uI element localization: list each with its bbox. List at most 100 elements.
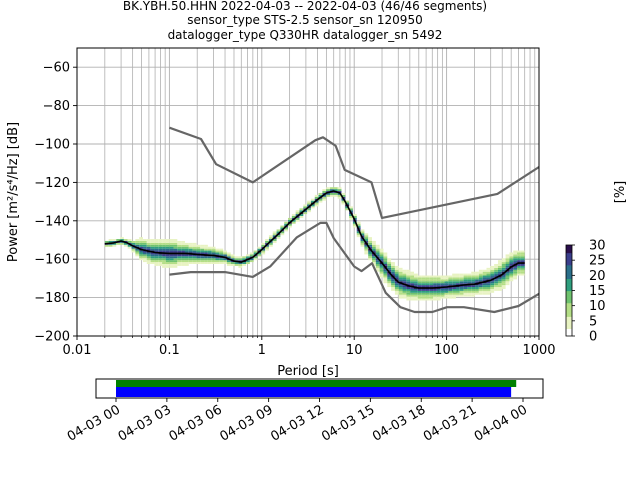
histogram-cell [135,250,140,253]
histogram-cell [139,239,143,241]
histogram-cell [177,242,182,245]
histogram-cell [177,240,182,243]
histogram-cell [383,281,388,284]
histogram-cell [398,273,403,276]
histogram-cell [387,267,392,270]
histogram-cell [253,256,258,259]
histogram-cell [410,298,414,301]
histogram-cell [482,288,487,291]
histogram-cell [383,254,388,257]
histogram-cell [146,260,151,263]
colorbar-segment [566,288,572,292]
histogram-cell [276,229,281,232]
histogram-cell [272,240,277,243]
histogram-cell [482,283,487,286]
histogram-cell [375,250,380,253]
histogram-cell [162,246,166,249]
histogram-cell [391,287,395,289]
histogram-cell [494,285,498,288]
histogram-cell [150,244,155,247]
histogram-cell [158,240,163,243]
y-axis-ticks: −60 −80 −100 −120 −140 −160 −180 −200 [34,61,77,345]
histogram-cell [368,254,373,257]
histogram-cell [387,275,392,278]
histogram-cell [142,239,147,241]
histogram-cell [440,292,445,295]
histogram-cell [379,273,384,276]
histogram-cell [444,294,449,297]
colorbar-segment [566,293,572,296]
histogram-cell [372,246,376,249]
histogram-cell [486,267,491,270]
histogram-cell [196,258,201,261]
colorbar-segment [566,258,572,261]
histogram-cell [158,248,163,251]
histogram-cell [494,288,498,291]
histogram-cell [135,248,140,251]
histogram-cell [108,240,113,243]
histogram-cell [513,262,518,264]
histogram-cell [444,285,449,288]
histogram-cell [448,290,453,293]
histogram-cell [391,271,395,274]
histogram-cell [471,281,476,284]
histogram-cell [261,244,266,247]
x-axis-ticks: 0.01 0.1 1 10 100 1000 [63,336,556,358]
histogram-cell [436,294,441,297]
histogram-cell [394,267,399,270]
histogram-cell [425,294,430,297]
histogram-cell [436,288,441,291]
histogram-cell [261,252,266,255]
histogram-cell [268,244,273,247]
histogram-cell [406,294,411,297]
histogram-cell [142,258,147,261]
histogram-cell [497,260,502,263]
colorbar-segment [566,305,572,308]
histogram-cell [356,231,361,234]
histogram-cell [436,277,441,280]
colorbar-tick-label: 15 [589,284,606,299]
histogram-cell [475,271,479,274]
histogram-cell [249,254,254,257]
histogram-cell [169,246,174,249]
histogram-cell [505,267,510,270]
histogram-cell [478,275,483,278]
histogram-cell [433,285,437,288]
histogram-cell [242,256,247,259]
colorbar-segment [566,322,572,325]
histogram-cell [276,235,281,238]
colorbar-segment [566,261,572,264]
colorbar-segment [566,310,572,313]
histogram-cell [410,283,414,286]
histogram-cell [375,246,380,249]
histogram-cell [272,235,277,238]
histogram-cell [131,240,136,243]
histogram-cell [200,244,205,247]
histogram-cell [417,275,422,278]
histogram-cell [505,262,510,264]
histogram-cell [444,296,449,299]
histogram-cell [219,248,224,251]
histogram-cell [482,287,487,289]
histogram-cell [184,248,189,251]
histogram-cell [421,296,426,299]
histogram-cell [478,279,483,282]
histogram-cell [494,264,498,266]
histogram-cell [513,269,518,272]
histogram-cell [501,283,506,286]
histogram-cell [165,260,170,263]
histogram-cell [520,273,525,276]
histogram-cell [394,275,399,278]
histogram-cell [501,267,506,270]
histogram-cell [352,225,357,228]
colorbar-segment [566,264,572,267]
histogram-cell [200,252,205,255]
histogram-cell [184,264,189,266]
histogram-cell [146,248,151,251]
histogram-cell [413,275,418,278]
histogram-cell [486,281,491,284]
histogram-cell [486,288,491,291]
histogram-cell [246,262,250,264]
histogram-cell [497,281,502,284]
colorbar-segment [566,325,572,328]
